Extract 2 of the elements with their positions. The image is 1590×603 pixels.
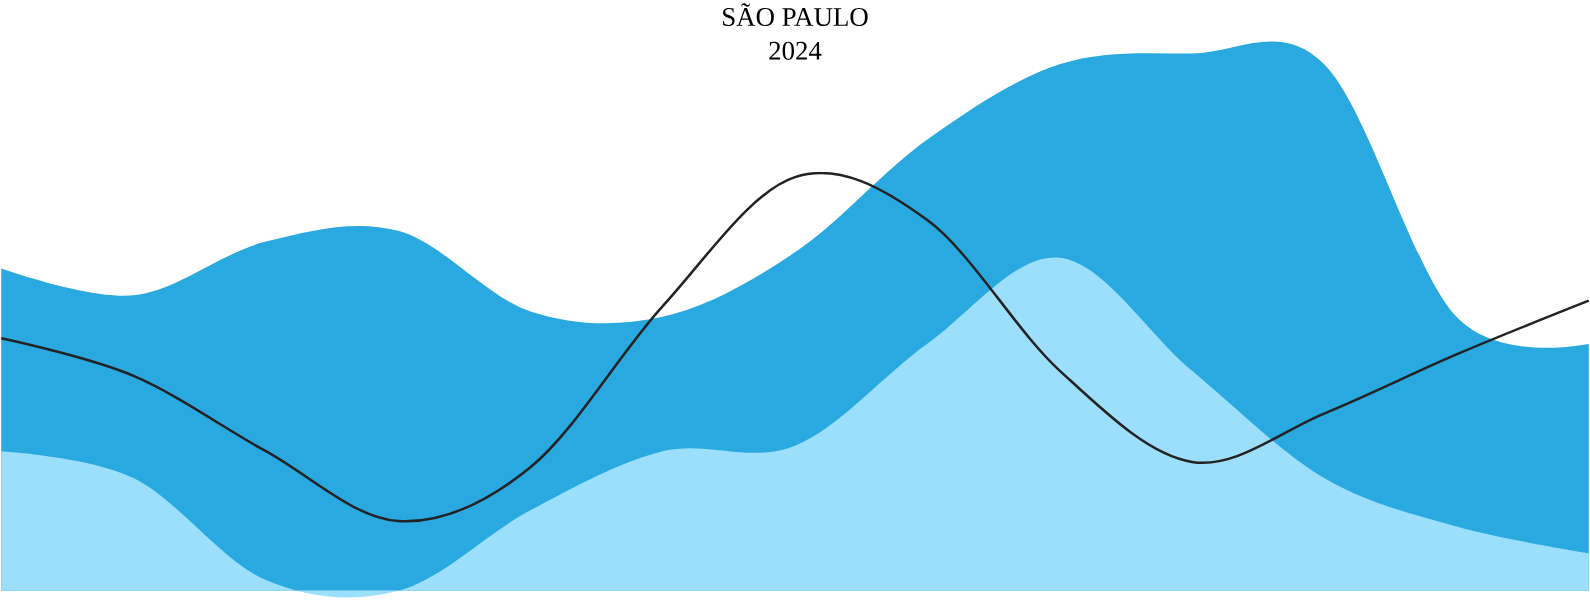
chart-title: SÃO PAULO <box>723 3 868 27</box>
chart-subtitle: 2024 <box>769 41 822 61</box>
